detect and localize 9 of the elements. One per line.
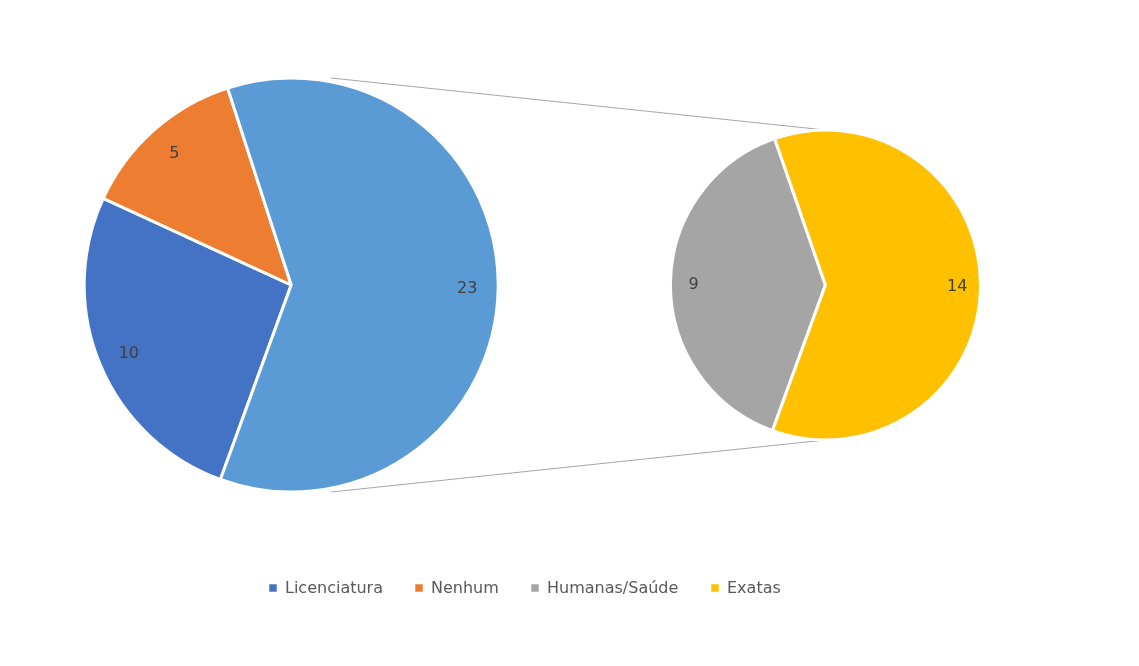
data-label: 10 (118, 342, 139, 362)
data-label: 14 (947, 276, 968, 295)
data-label: 5 (169, 143, 180, 163)
data-label: 23 (456, 278, 478, 298)
legend-label: Nenhum (431, 578, 499, 597)
legend-label: Humanas/Saúde (547, 578, 679, 597)
legend-label: Licenciatura (285, 578, 383, 597)
legend-label: Exatas (727, 578, 781, 597)
data-label: 9 (688, 274, 699, 293)
